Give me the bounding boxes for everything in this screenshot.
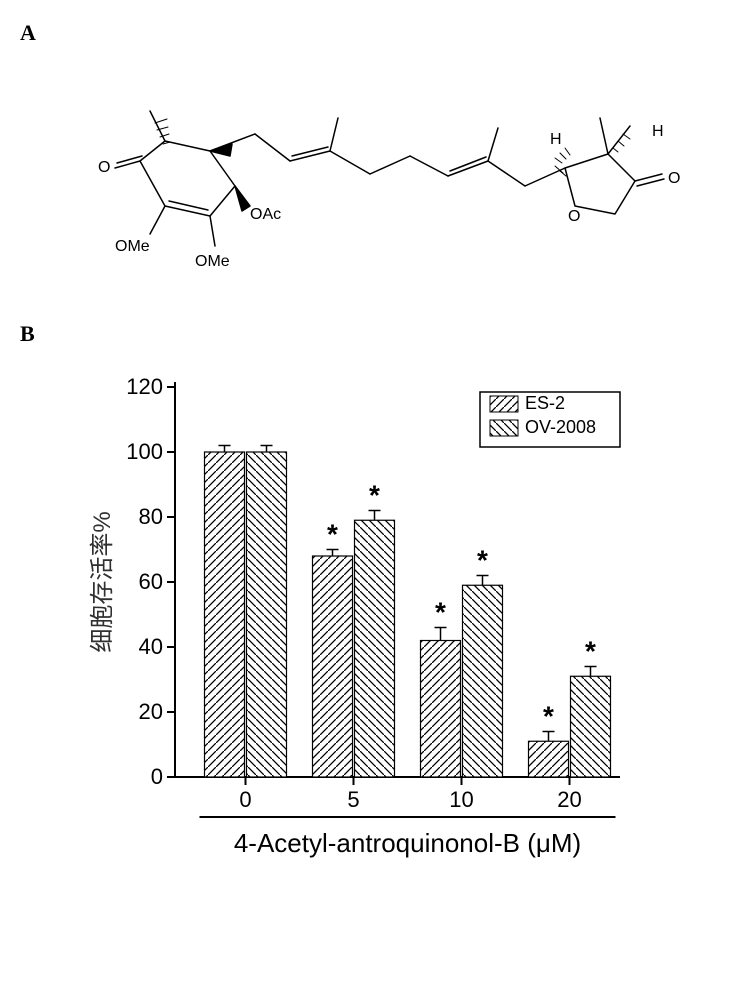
svg-text:0: 0 (239, 787, 251, 812)
substituent-o3: O (568, 208, 580, 225)
svg-text:60: 60 (139, 569, 163, 594)
svg-text:4-Acetyl-antroquinonol-B (μM): 4-Acetyl-antroquinonol-B (μM) (234, 828, 581, 858)
svg-text:*: * (477, 545, 488, 576)
chemical-structure: O O O OAc OMe OMe H H (60, 56, 680, 286)
svg-text:*: * (435, 597, 446, 628)
svg-text:20: 20 (557, 787, 581, 812)
panel-a-label: A (20, 20, 723, 46)
substituent-h1: H (550, 131, 562, 148)
svg-text:10: 10 (449, 787, 473, 812)
svg-text:120: 120 (126, 374, 163, 399)
panel-b: B 0 20 40 60 80 100 120 0 * * 5 * * 10 * * 20 4-Acetyl-an… (20, 321, 723, 887)
svg-text:*: * (543, 701, 554, 732)
svg-text:80: 80 (139, 504, 163, 529)
panel-b-label: B (20, 321, 723, 347)
substituent-ome2: OMe (195, 253, 230, 270)
svg-text:100: 100 (126, 439, 163, 464)
substituent-o1: O (98, 159, 110, 176)
svg-text:40: 40 (139, 634, 163, 659)
svg-text:0: 0 (151, 764, 163, 789)
svg-text:ES-2: ES-2 (525, 393, 565, 413)
substituent-h2: H (652, 123, 664, 140)
substituent-oac: OAc (250, 206, 281, 223)
svg-text:5: 5 (347, 787, 359, 812)
svg-text:*: * (585, 636, 596, 667)
svg-text:细胞存活率%: 细胞存活率% (89, 511, 116, 652)
svg-text:*: * (327, 519, 338, 550)
substituent-ome1: OMe (115, 238, 150, 255)
svg-text:*: * (369, 480, 380, 511)
bar-chart: 0 20 40 60 80 100 120 0 * * 5 * * 10 * * 20 4-Acetyl-antr… (80, 367, 723, 887)
svg-text:20: 20 (139, 699, 163, 724)
svg-text:OV-2008: OV-2008 (525, 417, 596, 437)
panel-a: A (20, 20, 723, 291)
substituent-o2: O (668, 170, 680, 187)
